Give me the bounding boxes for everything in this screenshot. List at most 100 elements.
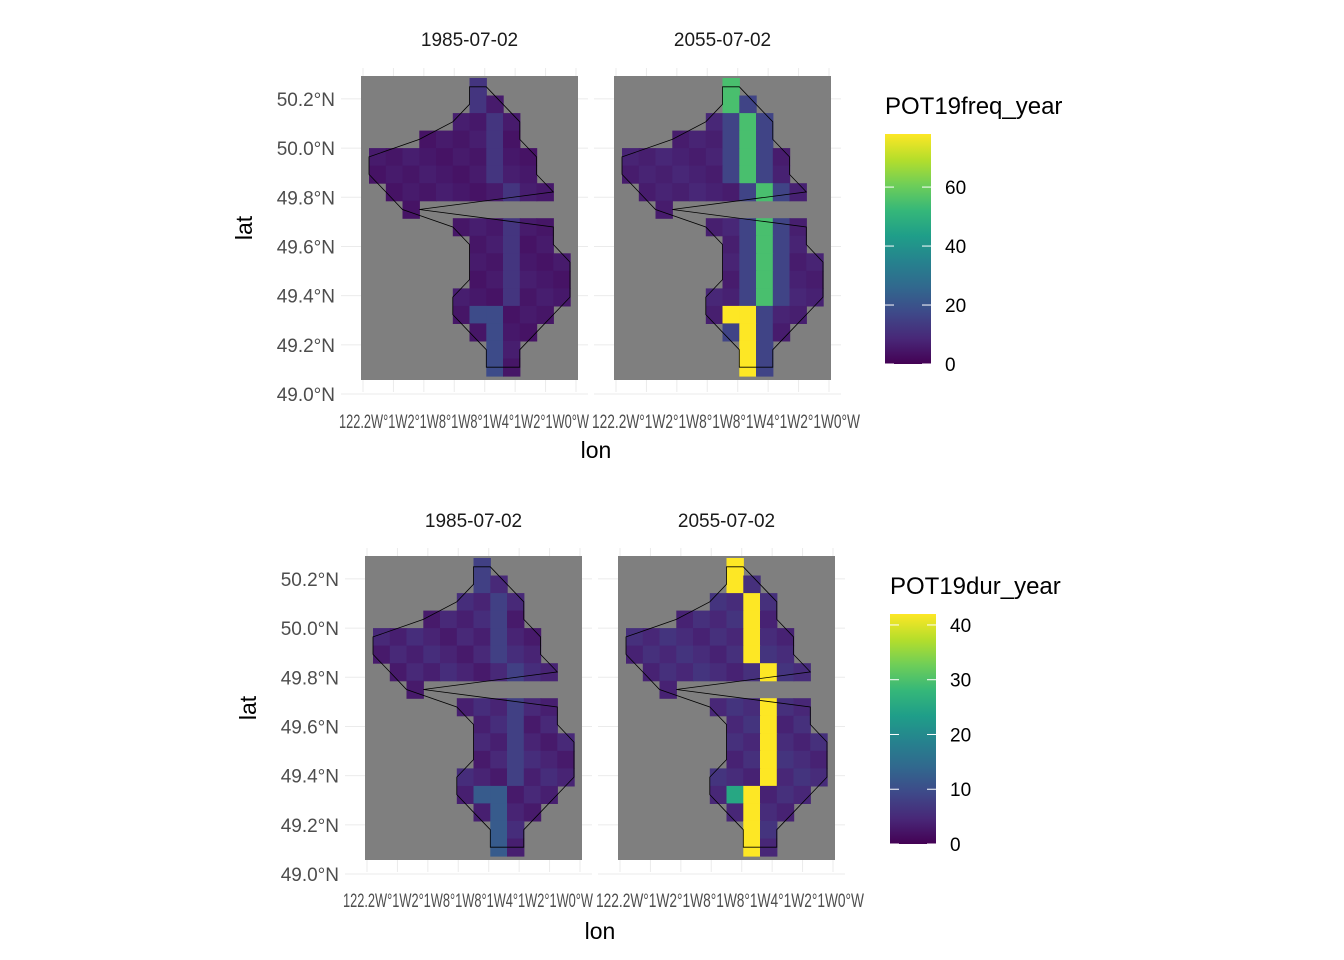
raster-cell (776, 803, 795, 822)
raster-cell (626, 645, 644, 664)
raster-cell (490, 785, 508, 804)
raster-cell (473, 785, 491, 804)
raster-cell (490, 733, 508, 752)
raster-cell (553, 253, 571, 272)
raster-cell (486, 305, 504, 324)
raster-cell (793, 785, 811, 804)
raster-cell (473, 663, 491, 682)
raster-cell (722, 323, 740, 342)
raster-cell (523, 698, 542, 717)
raster-cell (536, 253, 554, 272)
raster-cell (473, 715, 491, 734)
y-tick-label: 49.6°N (277, 237, 335, 258)
raster-cell (469, 270, 487, 289)
raster-cell (709, 698, 728, 717)
raster-cell (507, 803, 525, 822)
raster-cell (726, 575, 744, 594)
y-axis-title: lat (231, 215, 257, 240)
raster-cell (739, 235, 757, 254)
raster-cell (760, 628, 778, 647)
raster-cell (523, 803, 542, 822)
raster-cell (469, 253, 487, 272)
raster-cell (776, 733, 795, 752)
raster-cell (793, 715, 811, 734)
raster-cell (709, 645, 728, 664)
raster-cell (772, 165, 791, 184)
raster-cell (722, 253, 740, 272)
raster-cell (705, 148, 724, 167)
legend-colorbar (890, 614, 936, 844)
y-tick-label: 49.0°N (277, 385, 335, 406)
raster-cell (469, 305, 487, 324)
raster-cell (743, 803, 761, 822)
raster-cell (490, 628, 508, 647)
facet-panel-2: 2055-07-02 (598, 511, 845, 875)
raster-cell (486, 340, 504, 359)
raster-cell (756, 218, 774, 237)
raster-cell (705, 130, 724, 149)
raster-cell (507, 628, 525, 647)
raster-cell (473, 628, 491, 647)
raster-cell (473, 803, 491, 822)
y-tick-label: 49.4°N (277, 287, 335, 308)
raster-cell (743, 715, 761, 734)
raster-cell (452, 183, 471, 202)
raster-cell (385, 165, 404, 184)
raster-cell (523, 715, 542, 734)
raster-cell (726, 698, 744, 717)
raster-cell (452, 165, 471, 184)
region-outline (368, 86, 571, 368)
raster-cell (756, 340, 774, 359)
raster-cell (743, 820, 761, 839)
raster-cell (776, 663, 795, 682)
facet-strip-label: 1985-07-02 (425, 511, 522, 532)
raster-cell (536, 305, 554, 324)
raster-cell (672, 148, 690, 167)
raster-cell (776, 645, 795, 664)
raster-cell (722, 165, 740, 184)
raster-cell (776, 698, 795, 717)
raster-cell (402, 148, 420, 167)
raster-cell (507, 645, 525, 664)
raster-cell (536, 235, 554, 254)
raster-cell (503, 235, 521, 254)
facet-panel-1: 1985-07-02 (341, 30, 588, 395)
raster-cell (419, 165, 437, 184)
raster-cell (722, 95, 740, 114)
raster-cell (440, 628, 458, 647)
raster-cell (486, 253, 504, 272)
raster-cell (722, 113, 740, 132)
raster-cell (756, 270, 774, 289)
raster-cell (743, 785, 761, 804)
raster-cell (473, 593, 491, 612)
raster-cell (806, 288, 824, 307)
raster-cell (540, 768, 558, 787)
raster-cell (756, 305, 774, 324)
raster-cell (536, 218, 554, 237)
legend-tick-label: 20 (950, 725, 971, 746)
raster-cell (776, 768, 795, 787)
raster-cell (519, 148, 538, 167)
raster-cell (503, 218, 521, 237)
raster-cell (739, 253, 757, 272)
raster-cell (486, 148, 504, 167)
raster-cell (507, 610, 525, 629)
legend-title: POT19dur_year (890, 573, 1061, 600)
raster-cell (709, 593, 728, 612)
raster-cell (638, 183, 657, 202)
y-tick-label: 49.6°N (281, 717, 339, 738)
raster-cell (503, 288, 521, 307)
raster-cell (385, 183, 404, 202)
raster-cell (519, 183, 538, 202)
raster-cell (693, 628, 711, 647)
raster-cell (772, 183, 791, 202)
raster-cell (503, 165, 521, 184)
raster-cell (743, 750, 761, 769)
raster-cell (540, 733, 558, 752)
raster-cell (806, 253, 824, 272)
raster-cell (423, 663, 441, 682)
raster-cell (389, 645, 408, 664)
raster-cell (452, 218, 471, 237)
raster-cell (659, 628, 677, 647)
